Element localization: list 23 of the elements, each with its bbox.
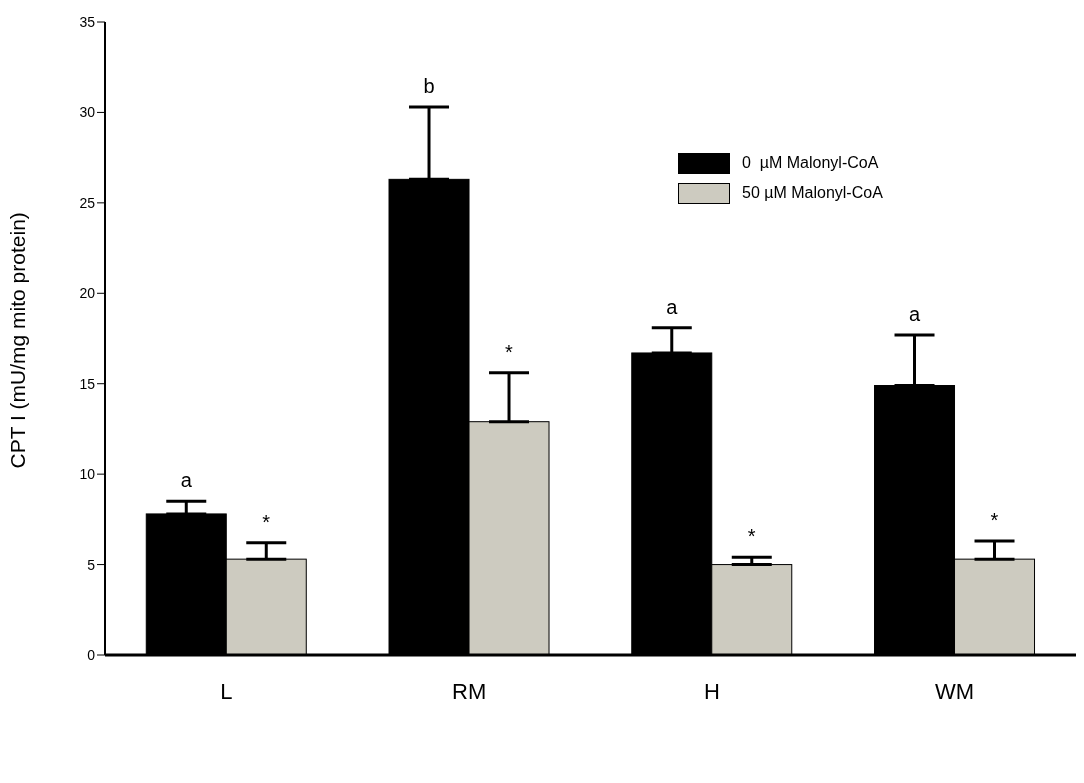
x-tick-label: RM <box>452 678 487 704</box>
y-tick-label: 30 <box>79 104 96 121</box>
annotation: * <box>262 510 271 533</box>
x-tick-label: L <box>220 678 233 704</box>
y-tick-label: 25 <box>79 194 96 211</box>
annotation: b <box>423 75 435 97</box>
y-axis-title: CPT I (mU/mg mito protein) <box>6 212 30 469</box>
legend-label: 0 µM Malonyl-CoA <box>742 154 879 172</box>
y-tick-label: 10 <box>79 466 96 483</box>
y-tick-label: 0 <box>87 646 96 663</box>
y-tick-label: 35 <box>79 13 96 30</box>
x-tick-label: H <box>703 678 720 704</box>
annotation: * <box>990 509 999 532</box>
y-tick-label: 5 <box>87 556 96 573</box>
y-tick-label: 15 <box>79 375 96 392</box>
annotation: * <box>747 525 756 548</box>
legend-label: 50 µM Malonyl-CoA <box>742 184 883 202</box>
annotation: * <box>505 340 514 363</box>
annotation: a <box>908 302 921 325</box>
x-tick-label: WM <box>935 678 975 704</box>
y-tick-label: 20 <box>79 285 96 302</box>
annotation: a <box>666 295 679 318</box>
annotation: a <box>180 469 193 492</box>
